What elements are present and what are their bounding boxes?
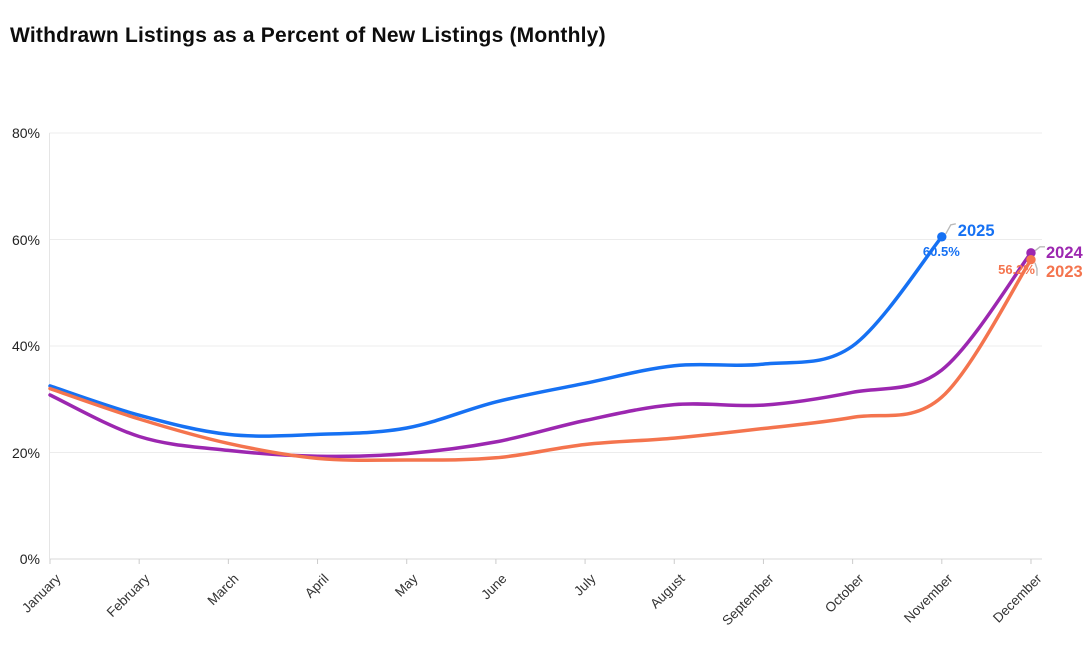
label-connector-2024 [1034, 246, 1045, 252]
series-line-2025 [48, 235, 944, 438]
series-endpoint-2025 [937, 232, 947, 242]
series-endpoint-2023 [1026, 255, 1036, 265]
chart-title: Withdrawn Listings as a Percent of New L… [10, 24, 606, 48]
series-line-2024 [48, 251, 1033, 459]
series-line-2023 [48, 257, 1033, 462]
label-connector-2025 [945, 223, 956, 235]
series-endpoint-2024 [1026, 248, 1036, 258]
label-connector-2023 [1034, 262, 1038, 276]
